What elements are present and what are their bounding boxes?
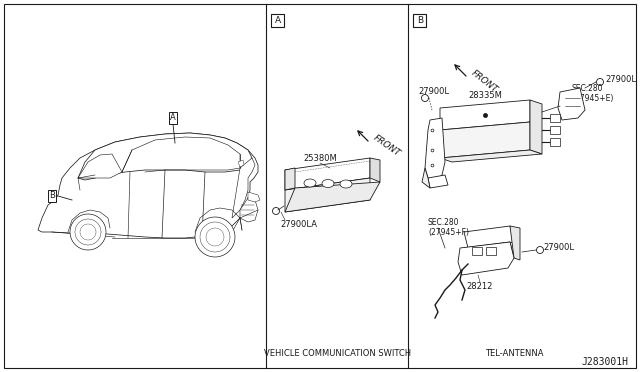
Polygon shape [285,178,370,212]
Polygon shape [232,158,255,218]
Text: 25380M: 25380M [303,154,337,163]
Bar [472,247,482,255]
Polygon shape [285,168,295,190]
Text: B: B [417,16,423,25]
Bar [550,126,560,134]
Text: SEC.280
(27945+F): SEC.280 (27945+F) [428,218,469,237]
Text: J283001H: J283001H [581,357,628,367]
Polygon shape [370,158,380,182]
Polygon shape [428,175,448,188]
Polygon shape [425,118,445,180]
Polygon shape [464,242,514,264]
Polygon shape [558,88,585,120]
Polygon shape [285,158,370,190]
Bar [271,14,284,27]
Text: A: A [275,16,281,25]
Polygon shape [238,160,244,167]
Text: VEHICLE COMMUNICATION SWITCH: VEHICLE COMMUNICATION SWITCH [264,350,411,359]
Polygon shape [38,133,258,238]
Polygon shape [285,182,380,212]
Text: TEL-ANTENNA: TEL-ANTENNA [485,350,543,359]
Text: 28335M: 28335M [468,91,502,100]
Ellipse shape [304,179,316,187]
Bar [550,138,560,146]
Polygon shape [464,226,514,248]
Polygon shape [78,133,252,180]
Text: SEC.280
(27945+E): SEC.280 (27945+E) [572,84,613,103]
Bar [413,14,426,27]
Polygon shape [530,100,542,154]
Text: A: A [170,113,176,122]
Polygon shape [240,198,258,222]
Ellipse shape [322,180,334,187]
Text: 27900L: 27900L [543,244,574,253]
Polygon shape [78,154,122,178]
Polygon shape [195,217,235,257]
Text: 27900LA: 27900LA [280,220,317,229]
Polygon shape [510,226,520,260]
Text: 28212: 28212 [467,282,493,291]
Polygon shape [70,214,106,250]
Polygon shape [440,122,530,158]
Ellipse shape [340,180,352,188]
Polygon shape [440,100,530,130]
Polygon shape [458,242,514,275]
Text: 27900L: 27900L [605,76,636,84]
Text: 27900L: 27900L [418,87,449,96]
Polygon shape [440,150,542,162]
Polygon shape [248,192,260,202]
Bar [550,114,560,122]
Text: FRONT: FRONT [470,69,500,95]
Text: B: B [49,192,55,201]
Bar [486,247,496,255]
Polygon shape [422,168,430,188]
Text: FRONT: FRONT [372,134,403,158]
